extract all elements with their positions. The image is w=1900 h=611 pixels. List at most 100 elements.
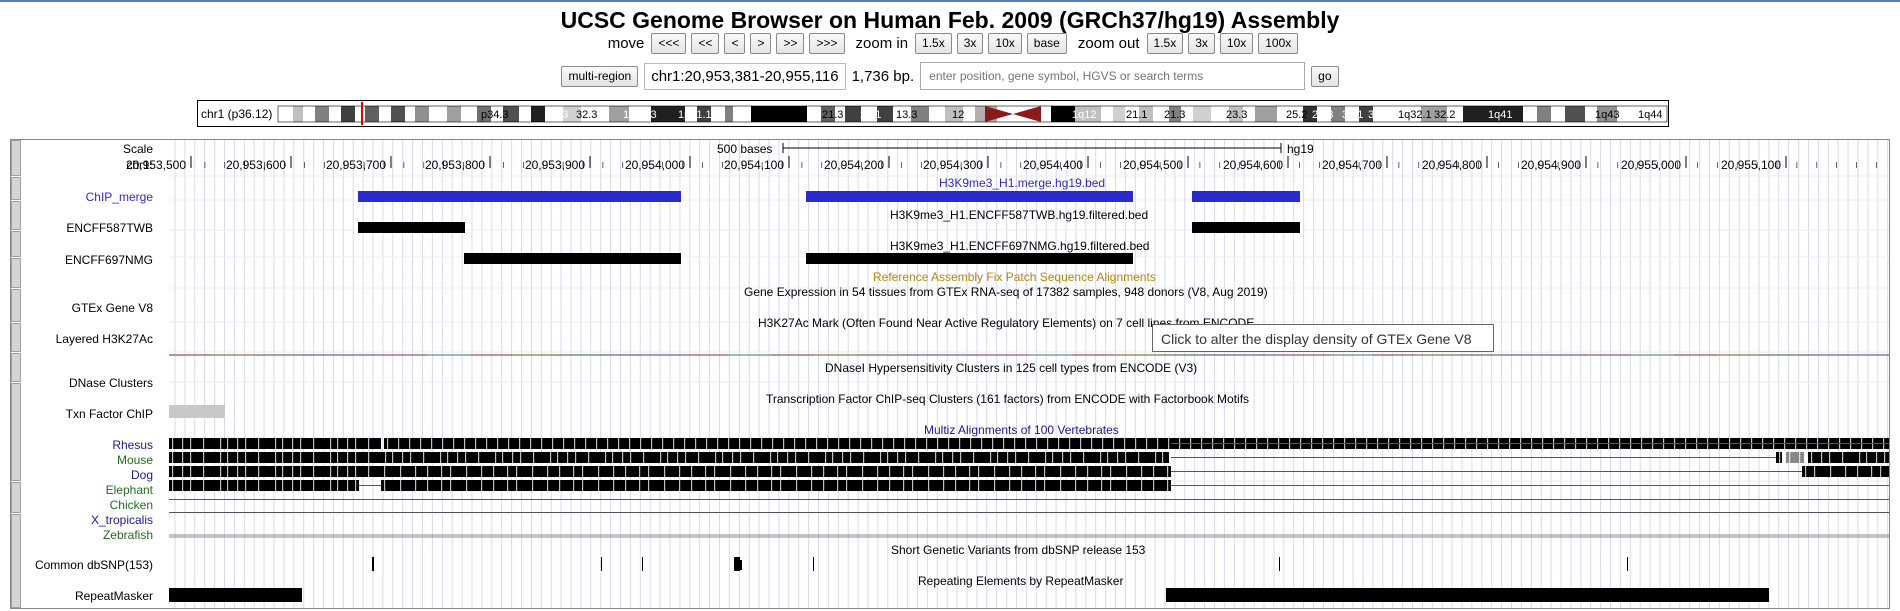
rhesus-alignment-gap [182,438,184,449]
encff697-label[interactable]: ENCFF697NMG [64,253,153,267]
go-button[interactable]: go [1311,65,1339,87]
multiz-side-button[interactable] [11,383,21,481]
rhesus-alignment-gap [596,438,598,449]
dog-alignment-gap [613,466,615,477]
rhesus-alignment-gap [1025,438,1027,449]
dog-alignment-gap [441,466,443,477]
mouse-alignment-gap [172,452,174,463]
search-input[interactable] [920,62,1306,90]
rhesus-alignment-gap [574,438,576,449]
elephant-alignment-gap [493,480,495,491]
gtex-side-button[interactable] [11,258,21,288]
elephant-alignment-gap [705,480,707,491]
ruler-side-button[interactable] [11,140,21,176]
move-right-button[interactable]: > [750,33,772,54]
dog-alignment-gap [1805,466,1807,477]
ideogram-band [1051,106,1075,122]
dnase-label[interactable]: DNase Clusters [68,376,153,390]
elephant-alignment-gap [780,480,782,491]
zoom-out-1-5x-button[interactable]: 1.5x [1146,33,1184,54]
mouse-alignment-gap [935,452,937,463]
zoom-out-10x-button[interactable]: 10x [1219,33,1254,54]
chromosome-ideogram[interactable]: chr1 (p36.12) p34.3 p33 32.3 1p31.3 1p31.1 21.… [197,100,1669,127]
elephant-alignment-gap [313,480,315,491]
elephant-alignment-gap [889,480,891,491]
dnase-side-button[interactable] [11,323,21,352]
rhesus-alignment-gap [915,438,917,449]
dbsnp-side-button[interactable] [11,482,21,513]
elephant-alignment-gap [598,480,600,491]
ideogram-band [751,106,807,122]
mouse-alignment-gap [667,452,669,463]
zoom-out-3x-button[interactable]: 3x [1188,33,1215,54]
gtex-label[interactable]: GTEx Gene V8 [71,301,153,315]
mouse-alignment-gap [355,452,357,463]
dog-alignment-gap [415,466,417,477]
zoom-in-1-5x-button[interactable]: 1.5x [915,33,952,54]
move-far-right-button[interactable]: >>> [809,33,845,54]
zoom-out-100x-button[interactable]: 100x [1258,33,1299,54]
dog-alignment-gap [466,466,468,477]
chip-merge-label[interactable]: ChIP_merge [85,190,153,204]
encff587-label[interactable]: ENCFF587TWB [66,221,153,235]
move-left-medium-button[interactable]: << [691,33,720,54]
txn-label[interactable]: Txn Factor ChIP [65,407,153,421]
move-far-left-button[interactable]: <<< [651,33,687,54]
ideogram-band [303,106,315,122]
species-zebrafish-label: Zebrafish [102,528,153,542]
species-mouse-label: Mouse [116,453,153,467]
rhesus-alignment-gap [203,438,205,449]
ideogram-band [893,106,911,122]
rhesus-alignment-gap [541,438,543,449]
elephant-alignment-gap [679,480,681,491]
encff587-side-button[interactable] [11,201,21,230]
dog-alignment-gap [313,466,315,477]
rhesus-alignment-gap [948,438,950,449]
rhesus-alignment-gap [1168,438,1170,449]
mouse-alignment-gap [337,452,339,463]
move-right-medium-button[interactable]: >> [776,33,805,54]
move-left-button[interactable]: < [724,33,746,54]
rhesus-alignment-gap [992,438,994,449]
dog-alignment-gap [1845,466,1847,477]
dbsnp-variant [372,557,374,571]
h3k27ac-label[interactable]: Layered H3K27Ac [55,332,153,346]
ideogram-band [845,106,861,122]
rhesus-alignment-gap [1014,438,1016,449]
repeatmasker-side-button[interactable] [11,514,21,608]
ideogram-band [1303,106,1317,122]
ideogram-band [355,106,365,122]
dog-alignment-gap [994,466,996,477]
dog-alignment-gap [598,466,600,477]
ideogram-outline [277,105,1668,123]
ruler-tick-label: 20,954,400 [1022,158,1083,172]
rhesus-alignment-gap [1069,438,1071,449]
h3k27ac-side-button[interactable] [11,289,21,322]
zoom-in-base-button[interactable]: base [1026,33,1067,54]
ideogram-band [447,106,461,122]
zoom-in-10x-button[interactable]: 10x [988,33,1022,54]
encff697-side-button[interactable] [11,231,21,257]
zoom-in-3x-button[interactable]: 3x [956,33,984,54]
ideogram-band-label: 32.3 [576,109,597,121]
mouse-alignment-gap [880,452,882,463]
multi-region-button[interactable]: multi-region [561,65,639,87]
rhesus-alignment-gap [640,438,642,449]
ideogram-band-label: 21.3 [822,109,843,121]
elephant-alignment-gap [1009,480,1011,491]
dbsnp-label[interactable]: Common dbSNP(153) [34,558,153,572]
ideogram-band [1385,106,1421,122]
dog-alignment-gap [1075,466,1077,477]
mouse-alignment-gap [698,452,700,463]
mouse-alignment-gap [203,452,205,463]
chip-merge-side-button[interactable] [11,177,21,200]
txn-side-button[interactable] [11,353,21,382]
repeatmasker-label[interactable]: RepeatMasker [74,589,153,603]
gtex-title: Gene Expression in 54 tissues from GTEx … [744,285,1268,299]
elephant-alignment-gap [928,480,930,491]
elephant-alignment-gap [1126,480,1128,491]
chip-merge-title: H3K9me3_H1.merge.hg19.bed [939,176,1106,190]
encff587-title: H3K9me3_H1.ENCFF587TWB.hg19.filtered.bed [890,208,1149,222]
mouse-alignment-gap [952,452,954,463]
mouse-alignment-gap [313,452,315,463]
